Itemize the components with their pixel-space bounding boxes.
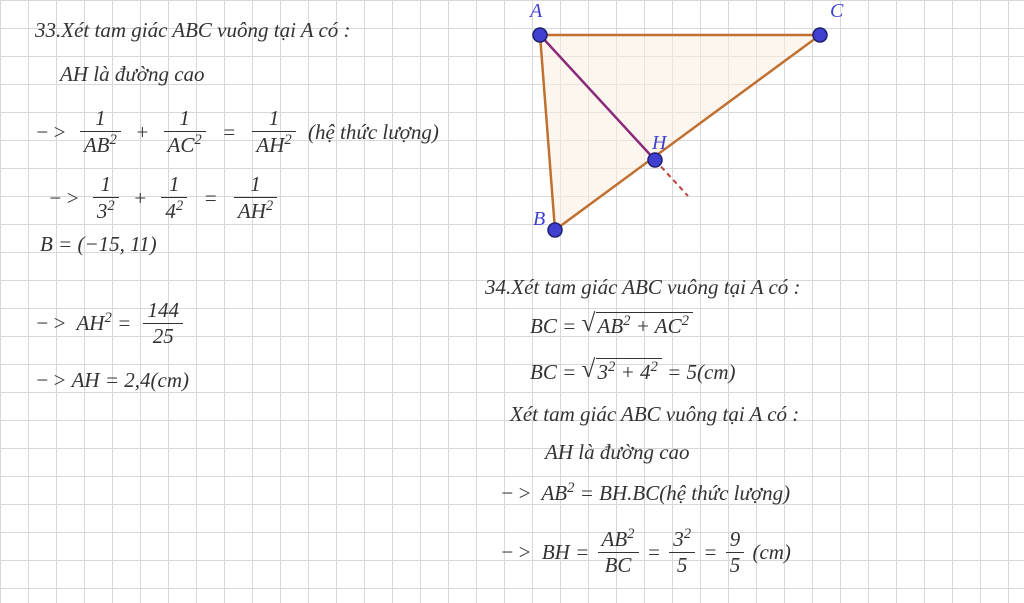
- label-c: C: [830, 0, 843, 23]
- p33-ah: − >AH = 2,4(cm): [35, 368, 189, 393]
- label-b: B: [533, 208, 545, 231]
- p34-bc2: BC = 32 + 42 = 5(cm): [530, 358, 736, 385]
- point-b: [548, 223, 562, 237]
- point-a: [533, 28, 547, 42]
- triangle-abc: [540, 35, 820, 230]
- triangle-diagram: [490, 10, 870, 255]
- p34-bc1: BC = AB2 + AC2: [530, 312, 693, 339]
- p33-B: B = (−15, 11): [40, 232, 157, 257]
- p33-line1: AH là đường cao: [60, 62, 205, 87]
- label-h: H: [652, 132, 666, 155]
- p33-eq2: − > 132 + 142 = 1AH2: [48, 174, 280, 226]
- label-a: A: [530, 0, 542, 23]
- p33-eq1: − > 1AB2 + 1AC2 = 1AH2 (hệ thức lượng): [35, 108, 439, 160]
- point-c: [813, 28, 827, 42]
- p34-title: 34.Xét tam giác ABC vuông tại A có :: [485, 275, 801, 300]
- p33-title: 33.Xét tam giác ABC vuông tại A có :: [35, 18, 351, 43]
- p34-l3: Xét tam giác ABC vuông tại A có :: [510, 402, 799, 427]
- p34-bh: − > BH = AB2BC = 325 = 95 (cm): [500, 528, 791, 580]
- p34-l5: − > AB2 = BH.BC(hệ thức lượng): [500, 480, 790, 506]
- page-content: 33.Xét tam giác ABC vuông tại A có : AH …: [0, 0, 1024, 603]
- point-h: [648, 153, 662, 167]
- p33-ah2: − > AH2 = 14425: [35, 300, 186, 351]
- p34-l4: AH là đường cao: [545, 440, 690, 465]
